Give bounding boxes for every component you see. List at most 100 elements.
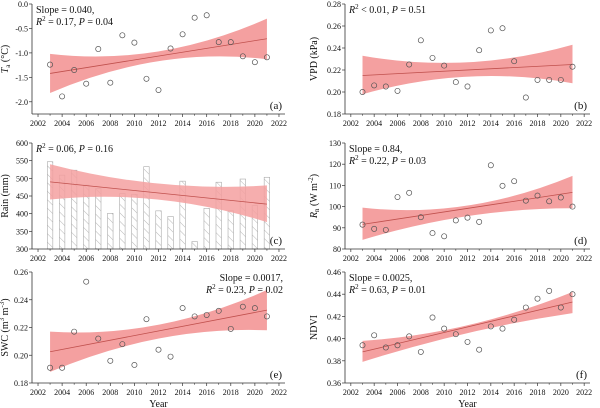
panel-a: 2002 2004 2006 2008 2010 2012 2014 2016 2018 2020… [0,0,287,128]
data-point [476,218,483,225]
data-point [203,312,210,318]
y-tick-label: -2.0 [15,98,28,107]
x-tick-label: 2004 [54,119,70,128]
x-tick-label: 2004 [54,254,70,263]
x-tick-label: 2018 [530,119,546,128]
ylabel-sup: -2 [307,177,315,183]
data-point [522,197,529,204]
x-tick-label: 2008 [413,388,429,397]
panel-label: (d) [574,235,587,247]
data-point [382,83,389,90]
x-tick-label: 2002 [30,119,46,128]
x-tick-label: 2012 [460,254,476,263]
x-tick-label: 2020 [247,254,263,263]
x-tick-label: 2014 [175,119,191,128]
data-point [155,346,162,353]
data-point [239,303,246,310]
confidence-band [362,175,573,240]
bar [131,193,138,250]
panel-f: 2002 2004 2006 2008 2010 2012 2014 2016 2018 2020… [309,268,592,408]
r-symbol: R [348,285,355,296]
data-point [476,47,483,54]
data-point [534,295,541,302]
y-tick-label: 0.36 [327,379,341,388]
r-sup: 2 [42,142,46,150]
x-tick-label: 2016 [199,388,215,397]
r-symbol: R [205,285,212,296]
bar [95,188,102,250]
data-point [251,305,258,312]
x-tick-label: 2020 [553,254,569,263]
ann-text: = 0.22, [359,156,392,167]
data-point [534,76,541,83]
data-point [131,362,138,368]
ylabel-main: T [0,66,11,73]
x-axis-label: Year [458,399,477,408]
data-point [119,341,126,348]
y-tick-label: 0.20 [327,88,341,97]
data-point [107,79,114,86]
data-point [417,37,424,44]
x-tick-label: 2014 [483,388,499,397]
x-tick-label: 2020 [247,119,263,128]
y-tick-label: 110 [329,181,341,190]
panel-label: (c) [270,235,283,247]
x-tick-label: 2002 [30,388,46,397]
x-tick-label: 2012 [460,388,476,397]
data-point [546,198,553,205]
data-point [452,217,459,224]
y-tick-label: -1.0 [15,49,28,58]
data-point [487,323,494,330]
x-tick-label: 2002 [343,388,359,397]
ann-text: = 0.02 [255,285,283,296]
data-point [382,226,389,233]
y-tick-label: 0.0 [18,0,28,9]
data-point [511,58,518,65]
data-point [487,162,494,169]
annotation-line: Slope = 0.040, [36,5,94,16]
annotation-line: R2 < 0.01, P = 0.51 [348,3,426,16]
bar [203,208,210,250]
data-point [95,46,102,52]
x-tick-label: 2004 [366,119,382,128]
bar [119,193,126,250]
y-tick-label: 300 [16,245,28,254]
data-point [131,39,138,46]
fit-line [362,301,573,353]
annotation-line: Slope = 0.84, [349,144,402,155]
annotation-line: R2 = 0.63, P = 0.01 [348,283,426,296]
ylabel-sub: a [4,64,12,68]
ann-text: = 0.16 [85,144,113,155]
y-tick-label: 0.46 [327,268,341,277]
ann-text: = 0.03 [398,156,426,167]
x-tick-label: 2008 [413,119,429,128]
data-point [203,12,210,19]
bar [143,166,150,250]
data-point [95,335,102,342]
data-point [464,214,471,221]
data-point [359,221,366,228]
ann-text: < 0.01, [359,5,392,16]
x-tick-label: 2020 [247,388,263,397]
data-point [511,178,518,185]
data-point [406,61,413,68]
data-point [557,304,564,311]
data-point [371,225,378,232]
bar [167,216,174,250]
x-tick-label: 2014 [483,254,499,263]
x-tick-label: 2012 [151,388,167,397]
data-point [71,328,78,335]
data-point [569,63,576,70]
data-point [179,305,186,312]
data-point [179,31,186,38]
data-point [394,87,401,94]
bar [155,210,162,250]
fit-line [362,192,573,225]
y-tick-label: 600 [16,139,28,148]
data-point [417,214,424,221]
y-tick-label: 500 [16,174,28,183]
x-tick-label: 2002 [343,119,359,128]
x-tick-label: 2018 [223,388,239,397]
x-tick-label: 2006 [78,388,94,397]
x-tick-label: 2004 [366,388,382,397]
